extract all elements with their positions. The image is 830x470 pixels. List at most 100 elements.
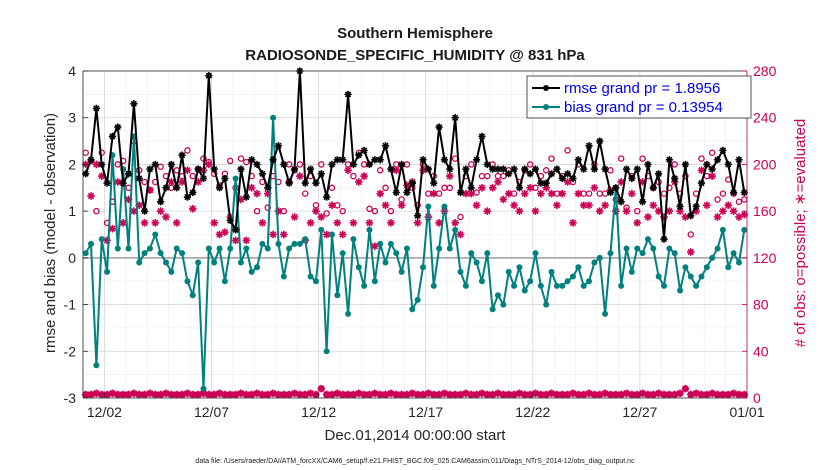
legend-box bbox=[526, 75, 752, 119]
evaluated-point bbox=[494, 178, 502, 186]
rmse-point bbox=[365, 160, 374, 169]
bias-point bbox=[628, 268, 635, 275]
legend-rmse-label: rmse grand pr = 1.8956 bbox=[564, 80, 720, 97]
bias-point bbox=[468, 250, 475, 257]
bias-point bbox=[505, 268, 512, 275]
rmse-point bbox=[606, 188, 615, 197]
rmse-point bbox=[617, 198, 625, 206]
bias-point bbox=[323, 348, 330, 355]
evaluated-point bbox=[387, 219, 395, 227]
bias-point bbox=[741, 226, 748, 233]
evaluated-point bbox=[440, 389, 449, 398]
evaluated-point bbox=[392, 390, 401, 399]
rmse-point bbox=[681, 160, 690, 169]
bias-point bbox=[644, 236, 651, 243]
evaluated-point bbox=[654, 389, 663, 398]
rmse-point bbox=[505, 170, 513, 178]
possible-point bbox=[371, 207, 379, 215]
rmse-point bbox=[98, 160, 106, 169]
bias-point bbox=[189, 292, 196, 299]
bias-point bbox=[441, 203, 448, 210]
evaluated-point bbox=[494, 389, 502, 398]
rmse-point bbox=[162, 184, 170, 192]
evaluated-point bbox=[585, 201, 593, 210]
evaluated-point bbox=[172, 219, 181, 227]
rmse-point bbox=[194, 165, 202, 173]
y-tick-label-right: 240 bbox=[753, 110, 777, 126]
evaluated-point bbox=[472, 201, 481, 210]
rmse-point bbox=[344, 90, 352, 98]
bias-point bbox=[312, 278, 319, 285]
bias-point bbox=[559, 282, 566, 289]
evaluated-point bbox=[697, 166, 706, 175]
evaluated-point bbox=[526, 183, 534, 192]
evaluated-point bbox=[269, 389, 277, 398]
bias-point bbox=[457, 268, 464, 275]
bias-point bbox=[98, 236, 105, 243]
rmse-point bbox=[687, 212, 695, 220]
bias-point bbox=[548, 268, 555, 275]
rmse-point bbox=[108, 132, 117, 140]
legend: rmse grand pr = 1.8956 bias grand pr = 0… bbox=[526, 75, 752, 119]
possible-point bbox=[387, 207, 395, 215]
evaluated-point bbox=[622, 389, 631, 398]
possible-point bbox=[141, 178, 148, 186]
bias-point bbox=[136, 259, 143, 266]
y-tick-label: 3 bbox=[68, 110, 76, 126]
evaluated-point bbox=[188, 205, 197, 213]
bias-point bbox=[537, 282, 544, 289]
rmse-point bbox=[483, 160, 491, 169]
evaluated-point bbox=[92, 389, 101, 398]
bias-point bbox=[714, 245, 721, 252]
y-tick-label: 0 bbox=[68, 250, 76, 266]
rmse-point bbox=[301, 179, 309, 187]
bias-point bbox=[387, 240, 394, 247]
possible-point bbox=[339, 207, 346, 215]
bias-point bbox=[687, 273, 694, 280]
possible-point bbox=[184, 147, 191, 154]
y-tick-label: 2 bbox=[68, 156, 76, 172]
bias-point bbox=[666, 245, 673, 252]
evaluated-point bbox=[371, 389, 379, 398]
bias-point bbox=[195, 259, 202, 266]
bias-point bbox=[607, 250, 614, 257]
evaluated-point bbox=[108, 389, 117, 398]
rmse-point bbox=[472, 156, 481, 164]
rmse-point bbox=[114, 123, 122, 131]
evaluated-point bbox=[585, 389, 593, 398]
possible-point bbox=[93, 207, 100, 215]
y-tick-label: -1 bbox=[64, 297, 77, 313]
bias-point bbox=[409, 306, 416, 313]
evaluated-point bbox=[306, 389, 315, 398]
evaluated-point bbox=[478, 183, 486, 192]
rmse-point bbox=[462, 165, 470, 173]
bias-point bbox=[173, 245, 180, 252]
rmse-point bbox=[119, 179, 127, 187]
bias-point bbox=[586, 278, 593, 285]
evaluated-point bbox=[387, 389, 395, 398]
bias-point bbox=[650, 245, 657, 252]
possible-point bbox=[564, 147, 571, 154]
x-tick-label: 12/27 bbox=[622, 404, 657, 420]
rmse-point bbox=[446, 165, 454, 173]
grid bbox=[82, 70, 748, 399]
evaluated-point bbox=[563, 178, 572, 186]
possible-point bbox=[719, 190, 727, 197]
bias-point bbox=[227, 245, 234, 252]
bias-point bbox=[366, 226, 373, 233]
rmse-point bbox=[264, 184, 272, 192]
bias-point bbox=[677, 287, 684, 294]
evaluated-point bbox=[537, 390, 545, 399]
evaluated-point bbox=[301, 390, 310, 399]
rmse-point bbox=[189, 188, 197, 197]
evaluated-point bbox=[504, 189, 513, 198]
rmse-point bbox=[526, 170, 534, 178]
possible-point bbox=[350, 172, 357, 180]
bias-point bbox=[403, 245, 410, 252]
possible-point bbox=[671, 161, 678, 168]
evaluated-point bbox=[595, 390, 604, 399]
x-tick-label: 12/02 bbox=[87, 404, 122, 420]
evaluated-point bbox=[183, 389, 192, 398]
evaluated-point bbox=[162, 213, 170, 221]
bias-point bbox=[248, 268, 255, 275]
